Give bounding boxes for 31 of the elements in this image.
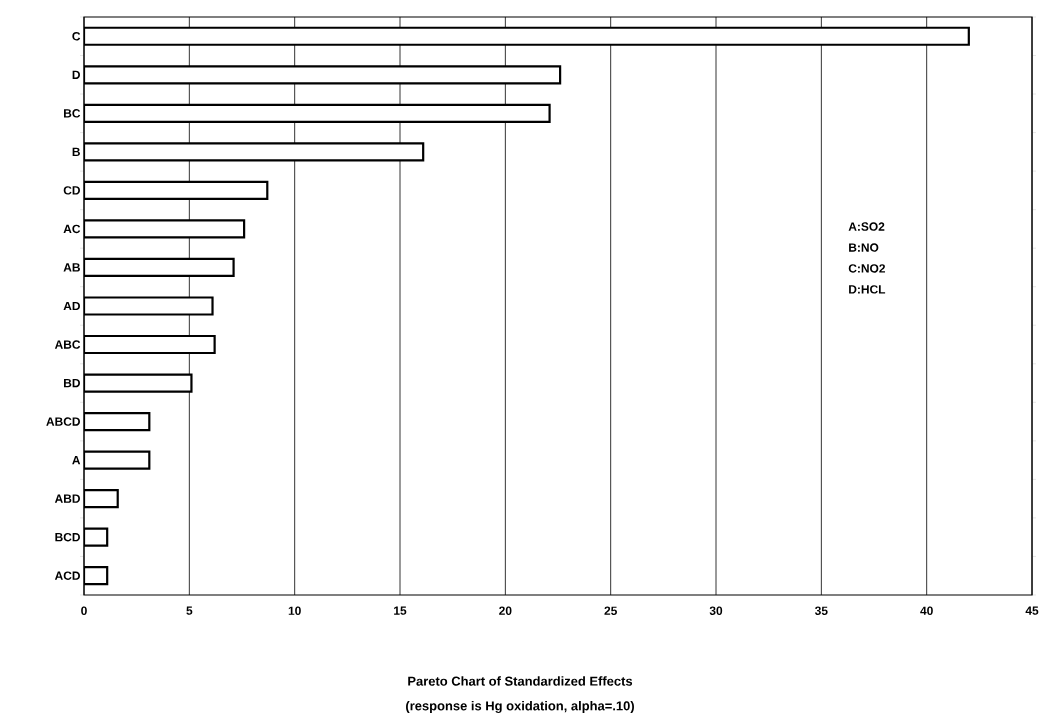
annotation: B:NO: [849, 243, 879, 252]
x-tick-label: 45: [1025, 606, 1039, 615]
y-tick-label: ABC: [54, 340, 81, 349]
x-tick-label: 30: [709, 606, 723, 615]
y-tick-label: AB: [63, 263, 80, 272]
x-tick-label: 40: [920, 606, 933, 615]
text: (response is Hg oxidation, alpha=.10): [406, 700, 634, 714]
x-tick-label: 0: [81, 606, 87, 615]
y-tick-label: B: [72, 147, 80, 156]
y-tick-label: BCD: [55, 532, 80, 542]
y-tick-label: AD: [63, 301, 80, 311]
y-tick-label: CD: [63, 186, 80, 195]
y-tick-label: BC: [64, 109, 81, 118]
annotation: D:HCL: [849, 285, 886, 294]
y-tick-label: BD: [64, 378, 80, 388]
y-tick-label: A: [72, 456, 81, 465]
x-tick-label: 15: [394, 606, 407, 615]
x-tick-label: 35: [814, 606, 828, 615]
y-tick-label: ABD: [54, 494, 80, 503]
text: Pareto Chart of Standardized Effects: [408, 676, 633, 686]
x-tick-label: 10: [288, 606, 301, 615]
annotation: C:NO2: [848, 264, 886, 273]
y-tick-label: ACD: [54, 571, 80, 580]
x-tick-label: 25: [604, 606, 617, 615]
y-tick-label: AC: [63, 224, 81, 234]
x-tick-label: 5: [186, 606, 193, 615]
x-tick-label: 20: [499, 606, 512, 615]
y-tick-label: D: [72, 70, 80, 79]
y-tick-label: ABCD: [46, 417, 80, 426]
y-tick-label: C: [72, 32, 81, 41]
annotation: A:SO2: [848, 222, 885, 231]
